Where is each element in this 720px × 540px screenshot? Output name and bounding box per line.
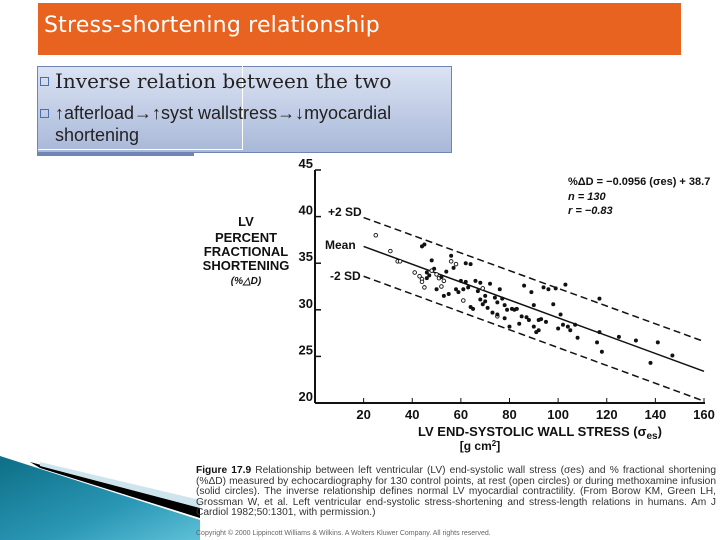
svg-text:20: 20 [299, 389, 313, 404]
svg-text:45: 45 [299, 156, 313, 171]
svg-text:LV: LV [238, 214, 254, 229]
figure-label: Figure 17.9 [196, 465, 252, 476]
svg-text:35: 35 [299, 249, 313, 264]
bullet-text-box [37, 66, 452, 153]
svg-text:SHORTENING: SHORTENING [203, 258, 290, 273]
svg-text:40: 40 [299, 203, 313, 218]
reference-lines [363, 216, 705, 402]
figure-caption: Figure 17.9 Relationship between left ve… [196, 465, 716, 519]
svg-text:%ΔD = −0.0956 (σes) + 38.7: %ΔD = −0.0956 (σes) + 38.7 [568, 176, 710, 188]
square-bullet-icon [40, 109, 49, 118]
bullet-item-2: ↑afterload→↑syst wallstress→↓myocardial … [40, 102, 440, 146]
minus-2sd-label: -2 SD [330, 269, 361, 283]
corner-decoration [0, 456, 200, 540]
y-axis-label: LV PERCENT FRACTIONAL SHORTENING (%△D) [203, 214, 290, 287]
mean-label: Mean [325, 238, 356, 252]
svg-text:100: 100 [547, 407, 569, 422]
y-axis-ticks: 20 25 30 35 40 45 [299, 156, 321, 404]
x-axis-ticks: 20 40 60 80 100 120 140 160 [356, 398, 715, 422]
svg-text:n = 130: n = 130 [568, 191, 606, 203]
regression-annotation: %ΔD = −0.0956 (σes) + 38.7 n = 130 r = −… [568, 176, 710, 217]
x-axis-unit: [g cm2] [460, 439, 500, 453]
text-box-underline [37, 153, 194, 156]
svg-text:140: 140 [645, 407, 667, 422]
bullet-text: ↑afterload→↑syst wallstress→↓myocardial … [55, 103, 392, 145]
bullet-item-1: Inverse relation between the two [40, 69, 391, 93]
svg-text:20: 20 [356, 407, 370, 422]
svg-text:120: 120 [596, 407, 618, 422]
svg-text:(%△D): (%△D) [231, 276, 262, 287]
bullet-text: Inverse relation between the two [55, 69, 392, 93]
svg-text:160: 160 [693, 407, 715, 422]
svg-text:60: 60 [454, 407, 468, 422]
scatter-chart: LV PERCENT FRACTIONAL SHORTENING (%△D) 2… [203, 156, 715, 453]
square-bullet-icon [40, 77, 49, 86]
svg-text:FRACTIONAL: FRACTIONAL [204, 244, 289, 259]
x-axis-label: LV END-SYSTOLIC WALL STRESS (σes) [418, 424, 662, 442]
slide-title-bar: Stress-shortening relationship [38, 3, 681, 55]
plus-2sd-label: +2 SD [328, 205, 362, 219]
copyright-notice: Copyright © 2000 Lippincott Williams & W… [196, 530, 491, 537]
svg-text:40: 40 [405, 407, 419, 422]
svg-text:30: 30 [299, 296, 313, 311]
text-box-highlight [38, 66, 243, 150]
slide-title: Stress-shortening relationship [44, 13, 380, 38]
svg-text:r = −0.83: r = −0.83 [568, 205, 613, 217]
data-points [373, 232, 675, 365]
svg-text:25: 25 [299, 342, 313, 357]
svg-text:PERCENT: PERCENT [215, 230, 277, 245]
caption-text: Relationship between left ventricular (L… [196, 465, 716, 518]
svg-text:80: 80 [502, 407, 516, 422]
